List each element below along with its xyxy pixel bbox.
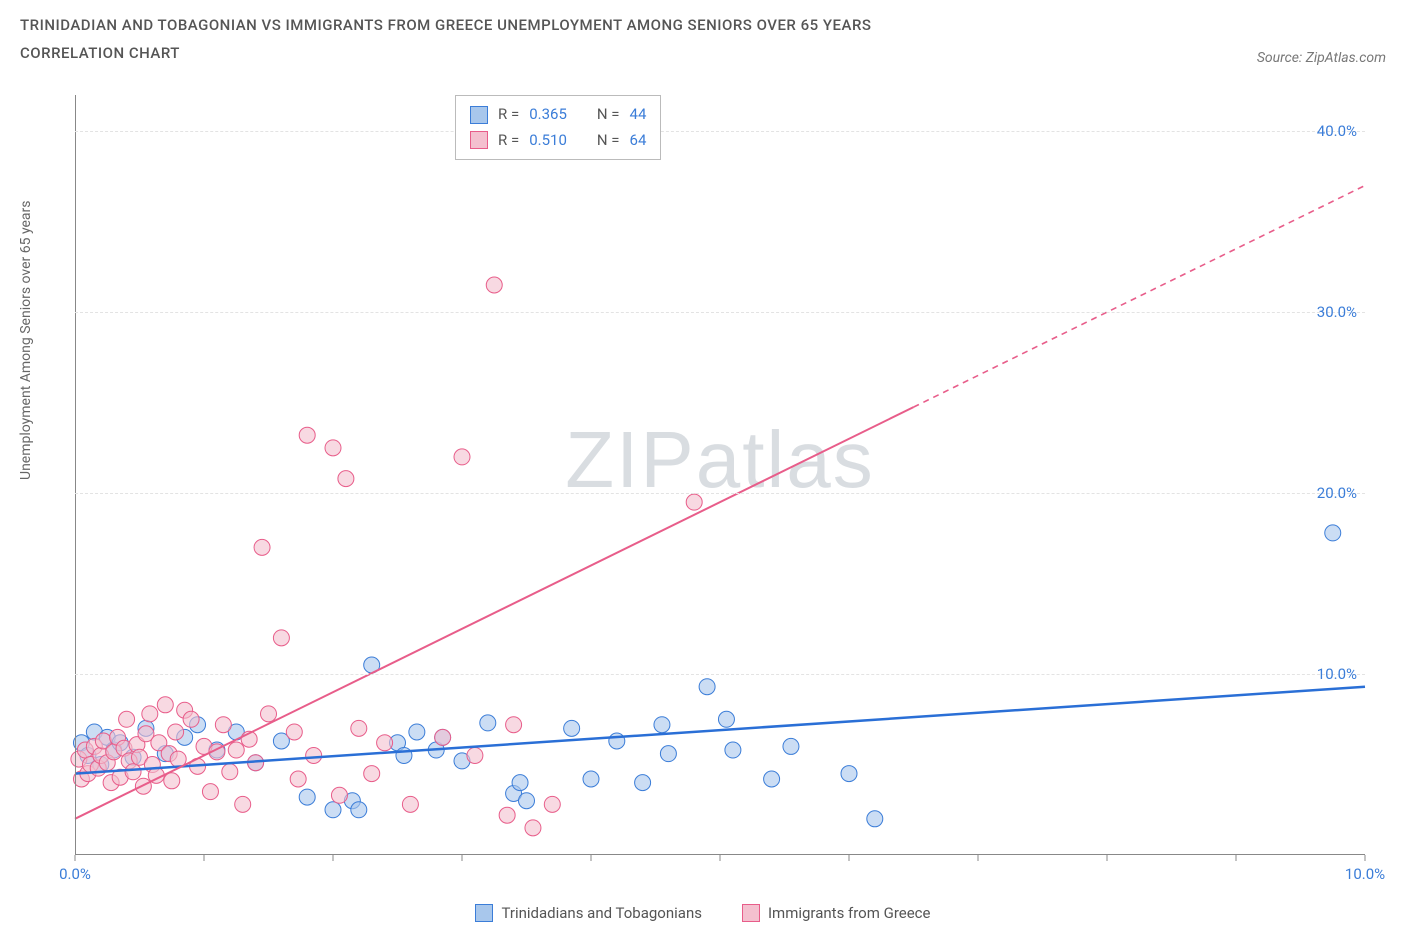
stats-row: R = 0.365 N = 44: [470, 102, 646, 128]
data-point-greece: [142, 706, 158, 722]
data-point-greece: [235, 796, 251, 812]
y-tick-label: 10.0%: [1277, 665, 1357, 683]
data-point-trinidadians: [764, 771, 780, 787]
data-point-greece: [467, 747, 483, 763]
data-point-greece: [222, 764, 238, 780]
stat-r-label: R =: [498, 102, 519, 128]
data-point-greece: [454, 449, 470, 465]
data-point-trinidadians: [325, 802, 341, 818]
chart-title-line2: CORRELATION CHART: [20, 44, 1386, 62]
data-point-greece: [261, 706, 277, 722]
data-point-trinidadians: [635, 775, 651, 791]
data-point-greece: [299, 427, 315, 443]
data-point-trinidadians: [519, 793, 535, 809]
y-axis-label: Unemployment Among Seniors over 65 years: [18, 201, 34, 481]
trendline-trinidadians: [75, 687, 1365, 774]
data-point-greece: [290, 771, 306, 787]
trendline-dashed-greece: [914, 185, 1366, 407]
data-point-greece: [435, 729, 451, 745]
data-point-trinidadians: [351, 802, 367, 818]
data-point-greece: [351, 720, 367, 736]
data-point-greece: [686, 494, 702, 510]
stat-r-label: R =: [498, 128, 519, 154]
data-point-greece: [331, 787, 347, 803]
trendline-greece: [75, 407, 914, 819]
legend-swatch: [475, 904, 493, 922]
correlation-stats-box: R = 0.365 N = 44 R = 0.510 N = 64: [455, 95, 661, 160]
gridline: [75, 312, 1365, 313]
chart-title-block: TRINIDADIAN AND TOBAGONIAN VS IMMIGRANTS…: [0, 0, 1406, 70]
data-point-trinidadians: [409, 724, 425, 740]
data-point-trinidadians: [564, 720, 580, 736]
data-point-greece: [228, 742, 244, 758]
data-point-greece: [286, 724, 302, 740]
stat-n-value: 64: [630, 128, 647, 154]
data-point-greece: [202, 784, 218, 800]
stat-n-label: N =: [597, 128, 620, 154]
data-point-greece: [544, 796, 560, 812]
chart-title-line1: TRINIDADIAN AND TOBAGONIAN VS IMMIGRANTS…: [20, 16, 1386, 34]
x-tick-label: 0.0%: [59, 865, 91, 883]
stat-r-value: 0.365: [529, 102, 567, 128]
x-tick-label: 10.0%: [1345, 865, 1385, 883]
y-tick-label: 20.0%: [1277, 484, 1357, 502]
data-point-greece: [506, 717, 522, 733]
legend-swatch: [742, 904, 760, 922]
data-point-greece: [157, 697, 173, 713]
data-point-greece: [306, 747, 322, 763]
data-point-greece: [215, 717, 231, 733]
data-point-trinidadians: [512, 775, 528, 791]
data-point-greece: [168, 724, 184, 740]
data-point-greece: [254, 539, 270, 555]
data-point-trinidadians: [867, 811, 883, 827]
data-point-trinidadians: [583, 771, 599, 787]
stats-swatch: [470, 106, 488, 124]
data-point-greece: [325, 440, 341, 456]
data-point-greece: [525, 820, 541, 836]
scatter-plot-svg: [75, 95, 1365, 855]
data-point-trinidadians: [699, 679, 715, 695]
stat-n-label: N =: [597, 102, 620, 128]
y-tick-label: 30.0%: [1277, 303, 1357, 321]
data-point-greece: [364, 766, 380, 782]
y-tick-label: 40.0%: [1277, 122, 1357, 140]
data-point-trinidadians: [654, 717, 670, 733]
data-point-greece: [119, 711, 135, 727]
data-point-trinidadians: [609, 733, 625, 749]
source-attribution: Source: ZipAtlas.com: [1257, 50, 1386, 66]
legend-label: Immigrants from Greece: [768, 904, 931, 922]
data-point-greece: [164, 773, 180, 789]
gridline: [75, 131, 1365, 132]
stat-n-value: 44: [630, 102, 647, 128]
legend-label: Trinidadians and Tobagonians: [501, 904, 701, 922]
data-point-trinidadians: [660, 746, 676, 762]
data-point-trinidadians: [299, 789, 315, 805]
data-point-greece: [402, 796, 418, 812]
data-point-greece: [377, 735, 393, 751]
stat-r-value: 0.510: [529, 128, 567, 154]
data-point-greece: [183, 711, 199, 727]
data-point-trinidadians: [480, 715, 496, 731]
chart-legend: Trinidadians and Tobagonians Immigrants f…: [0, 904, 1406, 922]
data-point-trinidadians: [1325, 525, 1341, 541]
data-point-greece: [486, 277, 502, 293]
data-point-trinidadians: [841, 766, 857, 782]
gridline: [75, 674, 1365, 675]
stats-swatch: [470, 131, 488, 149]
legend-item: Immigrants from Greece: [742, 904, 931, 922]
y-axis-line: [75, 95, 76, 855]
data-point-trinidadians: [783, 738, 799, 754]
chart-plot-area: ZIPatlas 10.0%20.0%30.0%40.0% 0.0%10.0% …: [75, 95, 1365, 855]
data-point-greece: [273, 630, 289, 646]
legend-item: Trinidadians and Tobagonians: [475, 904, 701, 922]
gridline: [75, 493, 1365, 494]
data-point-greece: [338, 471, 354, 487]
data-point-greece: [499, 807, 515, 823]
data-point-greece: [125, 764, 141, 780]
data-point-trinidadians: [718, 711, 734, 727]
stats-row: R = 0.510 N = 64: [470, 128, 646, 154]
x-axis-line: [75, 854, 1365, 855]
data-point-trinidadians: [725, 742, 741, 758]
